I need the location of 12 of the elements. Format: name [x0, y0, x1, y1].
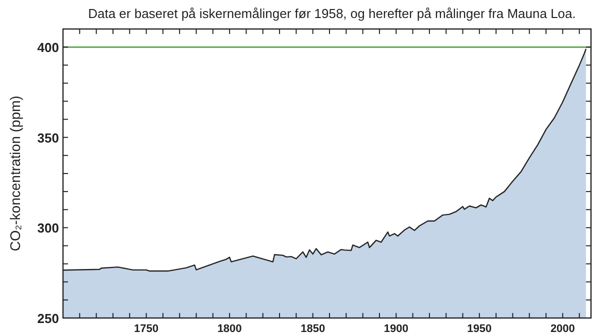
y-axis-title: CO₂-koncentration (ppm)	[7, 96, 23, 252]
x-tick-label: 1950	[467, 323, 492, 335]
chart-title: Data er baseret på iskernemålinger før 1958, og herefter på målinger fra Mauna Loa.	[88, 6, 576, 21]
y-tick-label: 400	[37, 40, 59, 56]
y-tick-label: 350	[37, 130, 59, 146]
x-tick-label: 2000	[550, 323, 575, 335]
x-tick-label: 1850	[300, 323, 326, 335]
x-tick-label: 1750	[134, 323, 159, 335]
y-tick-label: 300	[37, 220, 59, 236]
x-tick-label: 1900	[384, 323, 408, 335]
x-tick-label: 1800	[217, 323, 242, 335]
y-tick-label: 250	[37, 311, 59, 326]
